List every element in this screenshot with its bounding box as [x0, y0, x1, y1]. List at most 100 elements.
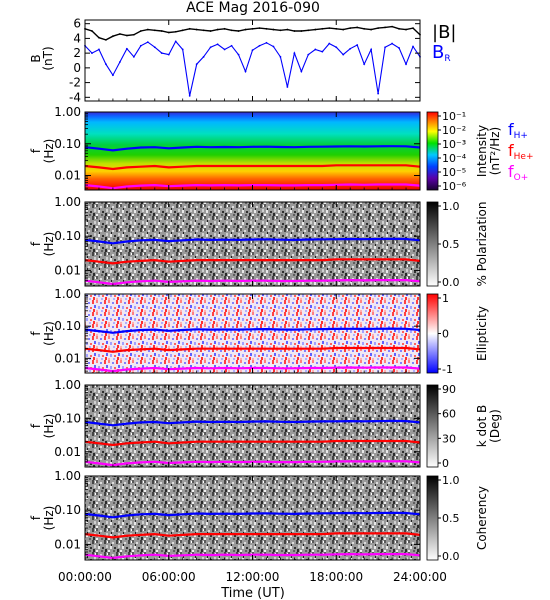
wave-normal-angle-spectrogram — [85, 385, 420, 467]
bmag-point — [363, 27, 366, 30]
y-tick-label: -4 — [69, 90, 81, 104]
power-spectral-density-ylabel: f — [29, 148, 43, 153]
br-point — [105, 63, 107, 66]
colorbar-tick-label: 0.5 — [442, 512, 460, 525]
bmag-point — [237, 30, 240, 32]
bmag-point — [91, 30, 93, 32]
mag-yunit: (nT) — [41, 46, 55, 70]
bmag-point — [195, 28, 198, 31]
power-spectral-density-colorbar-unit: (nT²/Hz) — [488, 127, 502, 175]
bmag-point — [118, 33, 121, 35]
ellipticity-ylabel: f — [29, 331, 43, 336]
colorbar-tick-label: -1 — [442, 363, 453, 376]
br-point — [272, 45, 275, 48]
bmag-point — [391, 25, 393, 28]
br-point — [195, 63, 198, 66]
power-spectral-density-yunit: (Hz) — [42, 139, 56, 164]
ellipticity-spectrogram — [85, 294, 420, 373]
y-tick-label: 0.10 — [54, 411, 81, 425]
br-point — [244, 70, 247, 73]
bmag-point — [328, 27, 331, 29]
colorbar-tick-label: 10⁻⁵ — [442, 166, 466, 179]
bmag-point — [105, 38, 107, 41]
bmag-point — [286, 28, 289, 31]
fHe-gyrofrequency-line — [84, 346, 421, 353]
polarization-spectrogram — [85, 202, 420, 286]
bmag-point — [258, 27, 261, 29]
bmag-point — [307, 29, 310, 32]
coherency-colorbar — [426, 475, 439, 561]
bmag-point — [265, 27, 268, 30]
ellipticity-colorbar — [426, 293, 439, 374]
wave-normal-angle-colorbar-unit: (Deg) — [488, 409, 502, 443]
br-point — [335, 46, 338, 49]
y-tick-label: 0.10 — [54, 503, 81, 517]
br-point — [118, 61, 121, 63]
x-tick-label: 06:00:00 — [142, 570, 196, 584]
br-point — [356, 44, 359, 46]
colorbar-tick-label: 0.0 — [442, 276, 460, 289]
bmag-point — [153, 29, 156, 32]
bmag-point — [223, 27, 226, 30]
br-point — [160, 52, 163, 55]
bmag-point — [321, 27, 324, 30]
colorbar-tick-label: 1.0 — [442, 474, 460, 487]
br-point — [174, 40, 177, 43]
colorbar-tick-label: 1 — [442, 292, 449, 305]
br-point — [139, 44, 142, 47]
mag-ylabel: B — [29, 54, 43, 62]
legend-fHe: fHe+ — [508, 141, 534, 162]
fH-gyrofrequency-line — [84, 327, 421, 334]
br-point — [112, 74, 114, 77]
figure-title: ACE Mag 2016-090 — [186, 0, 320, 16]
x-tick-label: 00:00:00 — [58, 570, 112, 584]
bmag-point — [377, 27, 380, 29]
br-point — [293, 52, 296, 55]
y-tick-label: 0.01 — [54, 445, 81, 459]
legend-br: BR — [432, 42, 451, 64]
bmag-point — [342, 28, 345, 31]
br-point — [167, 53, 170, 56]
power-spectral-density-spectrogram — [85, 112, 420, 190]
y-tick-label: 0.10 — [54, 229, 81, 243]
x-tick-label: 12:00:00 — [226, 570, 280, 584]
y-tick-label: 0.01 — [54, 537, 81, 551]
bmag-point — [181, 29, 184, 32]
legend-fO: fO+ — [508, 162, 528, 183]
br-point — [349, 47, 352, 50]
bmag-point — [314, 28, 317, 31]
y-tick-label: 4 — [73, 31, 81, 45]
br-point — [265, 41, 268, 44]
colorbar-tick-label: 0 — [442, 457, 449, 470]
br-point — [258, 44, 261, 47]
fHe-gyrofrequency-line — [84, 439, 421, 447]
y-tick-label: 6 — [73, 17, 81, 31]
colorbar-tick-label: 0.5 — [442, 238, 460, 251]
bmag-point — [293, 30, 296, 32]
fHe-gyrofrequency-line — [84, 532, 421, 539]
bmag-point — [202, 29, 205, 32]
bmag-point — [251, 27, 254, 30]
y-tick-label: 1.00 — [54, 105, 81, 119]
bmag-point — [300, 30, 303, 32]
br-point — [391, 42, 393, 45]
colorbar-tick-label: 10⁻⁴ — [442, 152, 467, 165]
y-tick-label: 0.10 — [54, 319, 81, 333]
fO-gyrofrequency-line — [84, 460, 421, 467]
wave-normal-angle-yunit: (Hz) — [42, 414, 56, 439]
fO-gyrofrequency-line — [84, 278, 421, 286]
bmag-point — [216, 28, 219, 31]
colorbar-tick-label: 1.0 — [442, 200, 460, 213]
coherency-colorbar-label: Coherency — [475, 486, 489, 550]
fHe-gyrofrequency-line — [84, 164, 421, 171]
fO-gyrofrequency-line — [84, 552, 421, 560]
br-point — [125, 47, 128, 50]
polarization-yunit: (Hz) — [42, 232, 56, 257]
br-point — [342, 53, 345, 56]
colorbar-tick-label: 10⁻² — [442, 124, 466, 137]
br-point — [321, 50, 324, 53]
bmag-point — [209, 30, 212, 32]
br-point — [363, 63, 366, 66]
x-tick-label: 24:00:00 — [393, 570, 447, 584]
